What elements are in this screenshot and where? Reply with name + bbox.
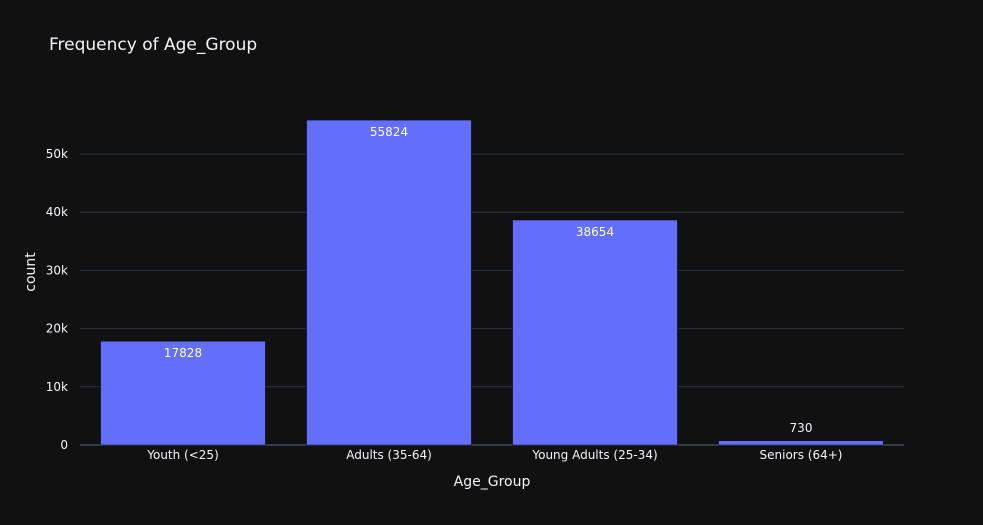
chart-title: Frequency of Age_Group (49, 35, 257, 55)
y-tick-label: 0 (60, 438, 68, 452)
bars (100, 119, 884, 446)
y-tick-label: 30k (46, 263, 68, 277)
bar (306, 119, 472, 446)
x-axis-ticks: Youth (<25) Adults (35-64) Young Adults (2… (146, 448, 842, 462)
x-axis-title: Age_Group (454, 474, 531, 490)
x-tick-label: Youth (<25) (146, 448, 219, 462)
bar-value-label: 38654 (576, 225, 614, 239)
y-axis-title: count (23, 252, 39, 292)
y-tick-label: 50k (46, 147, 68, 161)
y-tick-label: 40k (46, 205, 68, 219)
y-tick-label: 20k (46, 322, 68, 336)
x-tick-label: Seniors (64+) (760, 448, 843, 462)
bar-value-label: 730 (790, 421, 813, 435)
bar (512, 219, 678, 446)
x-tick-label: Adults (35-64) (346, 448, 432, 462)
bar-value-labels: 17828 55824 38654 730 (164, 125, 813, 435)
bar (100, 340, 266, 446)
bar-value-label: 55824 (370, 125, 408, 139)
x-tick-label: Young Adults (25-34) (531, 448, 657, 462)
y-axis-ticks: 0 10k 20k 30k 40k 50k (46, 147, 68, 452)
bar (718, 440, 884, 446)
bar-value-label: 17828 (164, 346, 202, 360)
y-tick-label: 10k (46, 380, 68, 394)
